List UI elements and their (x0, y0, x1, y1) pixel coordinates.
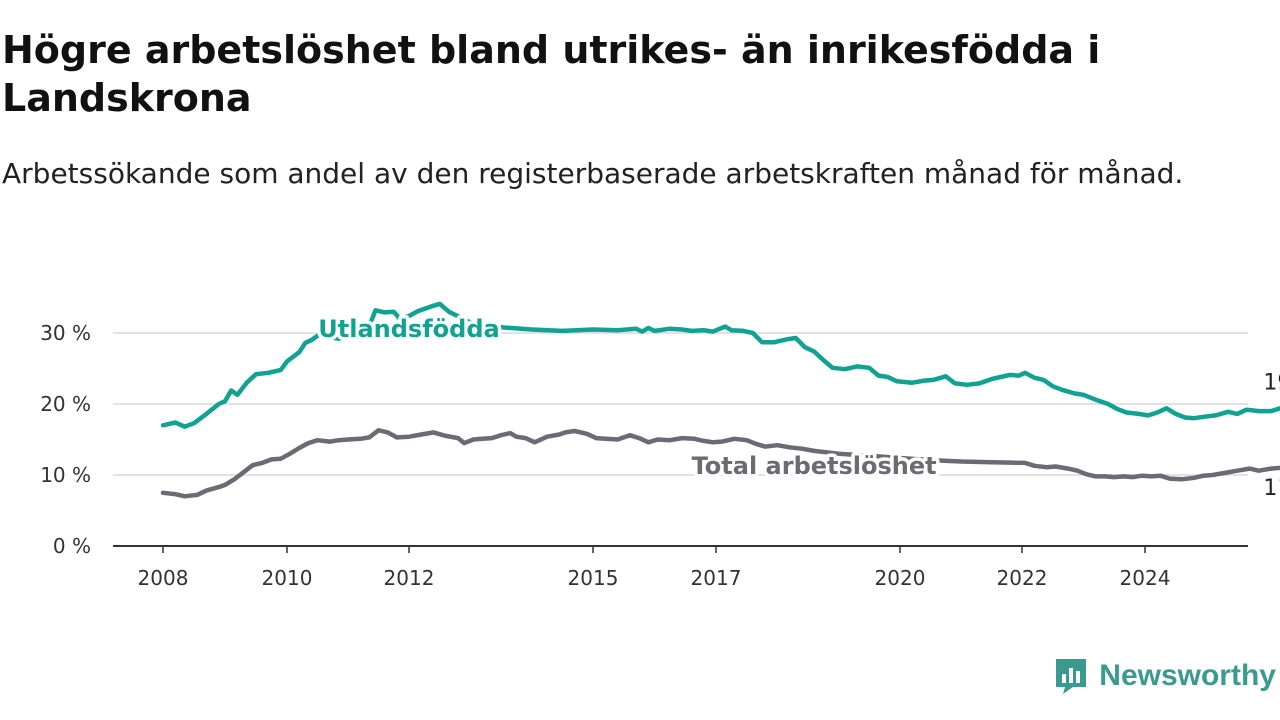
y-tick-label-0: 0 % (53, 534, 91, 558)
x-tick-label-2012: 2012 (384, 566, 435, 590)
series-line-utlandsfodda (160, 301, 1280, 429)
chart-subtitle: Arbetssökande som andel av den registerb… (2, 157, 1184, 190)
x-tick-label-2015: 2015 (568, 566, 619, 590)
x-tick-label-2010: 2010 (262, 566, 313, 590)
x-tick-label-2008: 2008 (138, 566, 189, 590)
y-tick-label-30: 30 % (40, 321, 91, 345)
x-tick-label-2017: 2017 (691, 566, 742, 590)
x-tick-label-2022: 2022 (997, 566, 1048, 590)
series-lines (160, 301, 1280, 499)
brand-name: Newsworthy (1099, 659, 1276, 692)
series-labels: 19,8 % Utlandsfödda 11,4 % Total arbetslösh… (315, 312, 1280, 504)
series-name-label-utlandsfodda: Utlandsfödda (318, 315, 499, 343)
grid-lines (113, 332, 1248, 476)
x-tick-label-2020: 2020 (875, 566, 926, 590)
x-tick-label-2024: 2024 (1120, 566, 1171, 590)
y-tick-label-10: 10 % (40, 463, 91, 487)
series-name-label-total: Total arbetslöshet (692, 452, 937, 480)
chart-title: Högre arbetslöshet bland utrikes- än inr… (2, 28, 1101, 120)
y-tick-label-20: 20 % (40, 392, 91, 416)
axes: 0 % 10 % 20 % 30 % 2008 2010 2012 2015 2017 2020 2… (40, 321, 1248, 590)
newsworthy-brand: Newsworthy (1053, 656, 1276, 696)
series-line-total (160, 428, 1280, 499)
newsworthy-logo-icon (1056, 659, 1087, 694)
end-value-label-utlandsfodda: 19,8 % (1263, 370, 1280, 395)
end-value-label-total: 11,4 % (1263, 476, 1280, 501)
